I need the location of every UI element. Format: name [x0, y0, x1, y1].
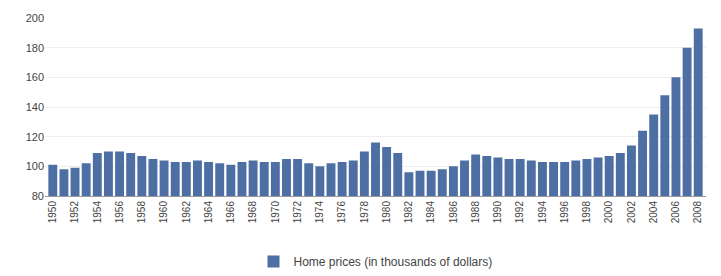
svg-text:1978: 1978	[359, 201, 370, 224]
svg-text:1984: 1984	[425, 201, 436, 224]
svg-text:1956: 1956	[114, 201, 125, 224]
svg-text:1972: 1972	[292, 201, 303, 224]
svg-text:1962: 1962	[181, 201, 192, 224]
svg-text:1994: 1994	[537, 201, 548, 224]
svg-text:1950: 1950	[47, 201, 58, 224]
svg-text:1952: 1952	[69, 201, 80, 224]
svg-text:1992: 1992	[514, 201, 525, 224]
svg-text:1960: 1960	[158, 201, 169, 224]
svg-text:2004: 2004	[648, 201, 659, 224]
svg-text:1974: 1974	[314, 201, 325, 224]
svg-text:180: 180	[26, 42, 44, 54]
svg-text:200: 200	[26, 12, 44, 24]
svg-text:1954: 1954	[92, 201, 103, 224]
svg-text:2000: 2000	[603, 201, 614, 224]
svg-text:1990: 1990	[492, 201, 503, 224]
svg-text:1976: 1976	[336, 201, 347, 224]
svg-text:1968: 1968	[247, 201, 258, 224]
svg-text:Home prices (in thousands of d: Home prices (in thousands of dollars)	[294, 255, 493, 269]
svg-text:100: 100	[26, 160, 44, 172]
svg-text:1986: 1986	[448, 201, 459, 224]
svg-text:2002: 2002	[626, 201, 637, 224]
svg-text:120: 120	[26, 131, 44, 143]
svg-text:160: 160	[26, 71, 44, 83]
svg-text:1958: 1958	[136, 201, 147, 224]
svg-text:2006: 2006	[670, 201, 681, 224]
svg-text:140: 140	[26, 101, 44, 113]
svg-text:1996: 1996	[559, 201, 570, 224]
svg-text:1980: 1980	[381, 201, 392, 224]
svg-text:1998: 1998	[581, 201, 592, 224]
svg-text:2008: 2008	[692, 201, 703, 224]
svg-text:1970: 1970	[270, 201, 281, 224]
svg-text:80: 80	[32, 190, 44, 202]
svg-text:1988: 1988	[470, 201, 481, 224]
svg-text:1982: 1982	[403, 201, 414, 224]
svg-text:1966: 1966	[225, 201, 236, 224]
svg-text:1964: 1964	[203, 201, 214, 224]
